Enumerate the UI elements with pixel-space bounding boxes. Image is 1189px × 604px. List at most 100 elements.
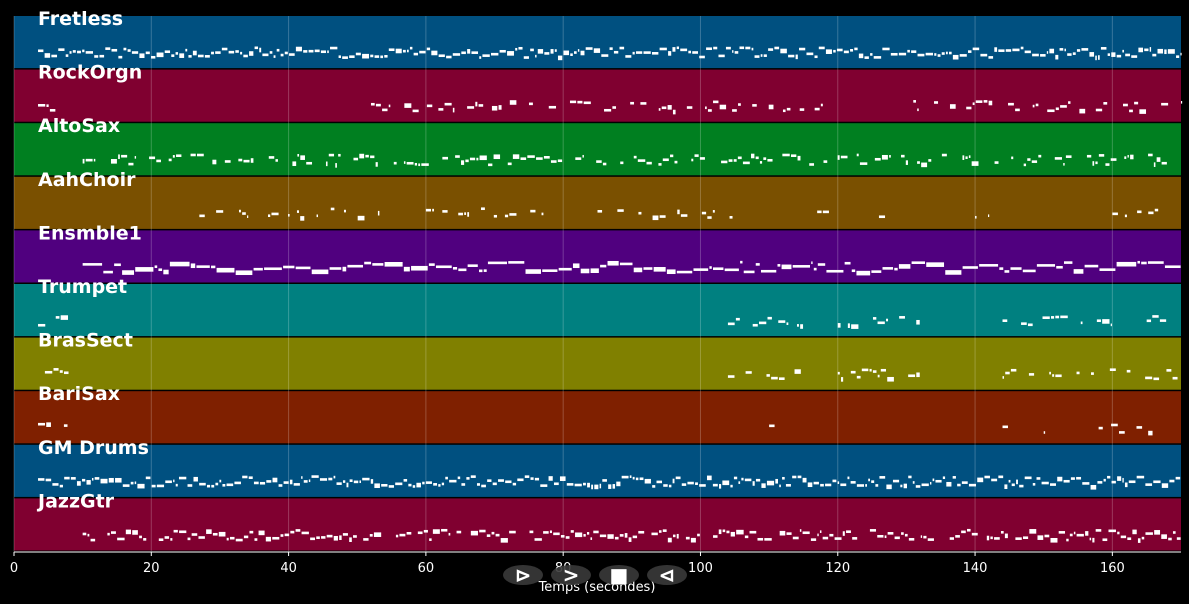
note bbox=[879, 476, 886, 479]
note bbox=[695, 482, 698, 485]
note bbox=[869, 368, 872, 372]
note bbox=[419, 50, 426, 54]
note bbox=[1095, 55, 1097, 61]
note bbox=[767, 158, 773, 162]
note bbox=[961, 530, 966, 534]
note bbox=[338, 55, 341, 59]
note bbox=[288, 213, 290, 217]
note bbox=[583, 534, 586, 537]
note bbox=[813, 481, 819, 485]
note bbox=[316, 536, 320, 539]
note bbox=[520, 157, 527, 160]
note bbox=[658, 163, 662, 166]
note bbox=[590, 268, 599, 274]
note bbox=[957, 483, 961, 487]
note bbox=[763, 157, 767, 160]
note bbox=[457, 476, 461, 480]
note bbox=[1032, 104, 1035, 108]
note bbox=[491, 105, 498, 111]
back-button[interactable]: ⊲ bbox=[647, 563, 687, 587]
note bbox=[1180, 52, 1182, 56]
note bbox=[737, 156, 742, 160]
track-lane bbox=[14, 284, 1181, 337]
note bbox=[699, 55, 705, 59]
note bbox=[326, 534, 333, 538]
note bbox=[990, 536, 993, 540]
note bbox=[284, 533, 290, 537]
note bbox=[653, 267, 666, 272]
note bbox=[744, 535, 749, 539]
note bbox=[530, 209, 536, 213]
note bbox=[740, 260, 743, 264]
note bbox=[1164, 265, 1181, 269]
note bbox=[733, 159, 737, 162]
note bbox=[901, 154, 905, 158]
track-lane bbox=[14, 16, 1181, 69]
note bbox=[63, 371, 69, 375]
note bbox=[819, 530, 822, 533]
note bbox=[751, 153, 755, 159]
x-tick-label: 40 bbox=[280, 561, 297, 576]
play-button[interactable]: ⊳ bbox=[503, 563, 543, 587]
note bbox=[628, 537, 632, 542]
note bbox=[110, 159, 117, 164]
note bbox=[802, 477, 807, 483]
note bbox=[656, 480, 663, 484]
note bbox=[544, 52, 550, 55]
note bbox=[46, 104, 49, 107]
forward-button[interactable]: > bbox=[551, 563, 591, 587]
note bbox=[925, 52, 934, 56]
note bbox=[452, 107, 455, 113]
note bbox=[548, 476, 553, 481]
note bbox=[271, 212, 279, 216]
note bbox=[265, 536, 272, 542]
track-name-label: BariSax bbox=[38, 383, 120, 405]
note bbox=[1028, 373, 1035, 376]
note bbox=[745, 46, 751, 50]
note bbox=[1049, 48, 1055, 54]
note bbox=[165, 480, 172, 484]
note bbox=[1152, 315, 1159, 318]
note bbox=[872, 370, 877, 373]
note bbox=[224, 160, 231, 163]
note bbox=[82, 532, 87, 536]
note bbox=[713, 535, 718, 538]
note bbox=[755, 263, 760, 266]
note bbox=[814, 55, 818, 59]
note bbox=[204, 55, 210, 58]
note bbox=[941, 153, 947, 157]
note bbox=[781, 264, 792, 270]
note bbox=[898, 52, 907, 56]
note bbox=[1154, 208, 1159, 212]
note bbox=[607, 260, 619, 266]
note bbox=[760, 269, 777, 273]
note bbox=[311, 475, 319, 478]
note bbox=[319, 478, 328, 481]
note bbox=[504, 214, 509, 218]
note bbox=[458, 212, 463, 216]
note bbox=[1098, 55, 1100, 60]
note bbox=[122, 270, 135, 275]
note bbox=[874, 157, 881, 161]
note bbox=[920, 535, 923, 538]
note bbox=[444, 102, 452, 106]
note bbox=[769, 424, 775, 428]
note bbox=[411, 265, 428, 271]
note bbox=[266, 480, 272, 483]
note bbox=[172, 155, 175, 158]
note bbox=[121, 154, 128, 158]
note bbox=[858, 53, 864, 59]
note bbox=[1043, 431, 1046, 434]
stop-button[interactable]: ■ bbox=[599, 563, 639, 587]
note bbox=[755, 478, 761, 482]
note bbox=[937, 54, 941, 57]
note bbox=[646, 161, 652, 165]
note bbox=[543, 156, 550, 159]
note bbox=[892, 479, 900, 483]
note bbox=[403, 479, 408, 482]
note bbox=[111, 48, 118, 52]
playback-controls: ⊳ > ■ ⊲ bbox=[503, 563, 687, 587]
note bbox=[697, 533, 700, 537]
note bbox=[959, 54, 967, 57]
note bbox=[134, 156, 137, 159]
